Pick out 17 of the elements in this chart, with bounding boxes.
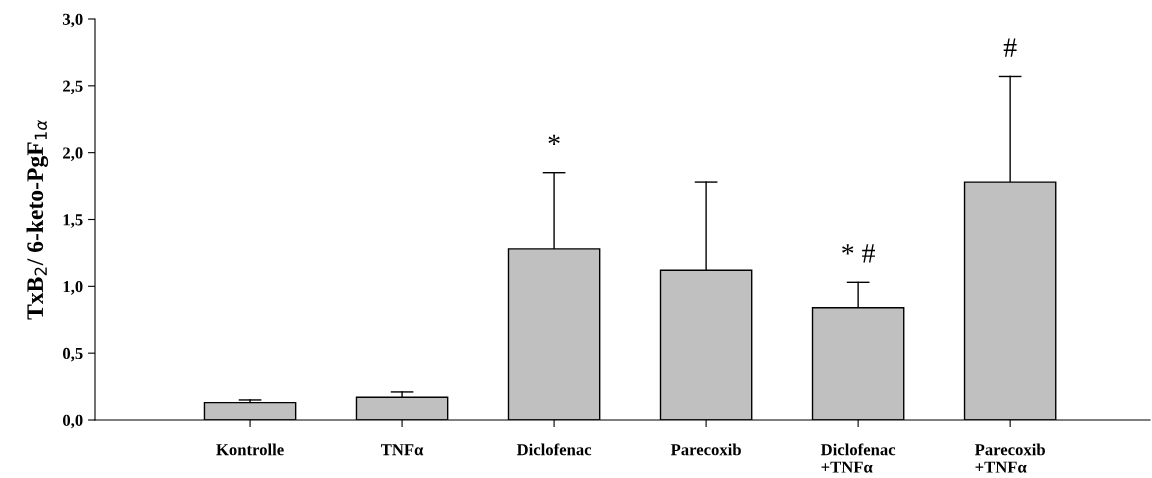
y-tick-label: 2,5	[63, 80, 83, 95]
annotation: #	[1003, 38, 1017, 57]
y-tick-label: 3,0	[62, 13, 83, 28]
annotation: * #	[842, 244, 875, 263]
x-tick-label: Kontrolle	[216, 443, 284, 456]
y-tick-label: 0,0	[63, 414, 83, 429]
y-tick-label: 1,0	[63, 281, 83, 295]
y-axis-title: TxB$_{2}$/ 6-keto-PgF$_{1α}$	[26, 119, 49, 320]
y-tick-label: 2,0	[63, 147, 83, 162]
y-tick-label: 1,5	[63, 214, 83, 228]
annotation: *	[548, 134, 560, 145]
x-tick-label: Parecoxib	[670, 443, 741, 456]
x-tick-label: TNFα	[381, 444, 424, 456]
x-tick-label: Diclofenac	[516, 443, 592, 456]
x-tick-label: Parecoxib +TNFα	[974, 443, 1045, 473]
x-tick-label: Diclofenac +TNFα	[820, 443, 896, 473]
y-tick-label: 0,5	[63, 347, 83, 362]
